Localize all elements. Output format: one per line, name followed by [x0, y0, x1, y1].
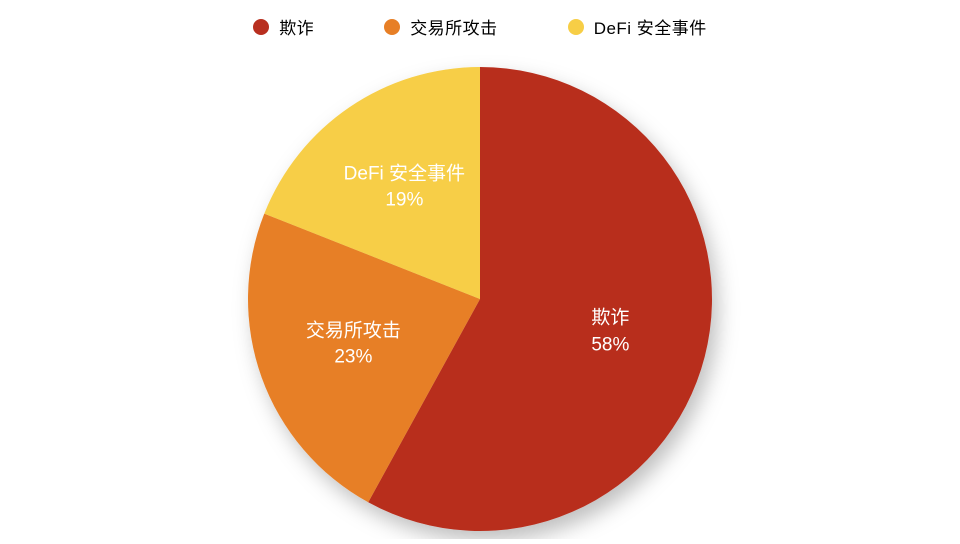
slice-label-1: 交易所攻击 23% — [306, 318, 401, 371]
legend-swatch-1 — [384, 19, 400, 35]
legend-item-2: DeFi 安全事件 — [568, 14, 707, 39]
legend-label-2: DeFi 安全事件 — [594, 14, 707, 39]
slice-pct-2: 19% — [344, 188, 465, 215]
slice-name-1: 交易所攻击 — [306, 320, 401, 341]
legend-label-1: 交易所攻击 — [410, 14, 498, 39]
legend-item-0: 欺诈 — [253, 14, 314, 39]
pie-svg — [0, 39, 960, 539]
slice-label-0: 欺诈 58% — [591, 306, 629, 359]
legend-label-0: 欺诈 — [279, 14, 314, 39]
slice-pct-0: 58% — [591, 332, 629, 359]
slice-pct-1: 23% — [306, 345, 401, 372]
legend: 欺诈 交易所攻击 DeFi 安全事件 — [0, 0, 960, 39]
slice-label-2: DeFi 安全事件 19% — [344, 161, 465, 214]
legend-swatch-0 — [253, 19, 269, 35]
slice-name-0: 欺诈 — [591, 308, 629, 329]
legend-item-1: 交易所攻击 — [384, 14, 498, 39]
legend-swatch-2 — [568, 19, 584, 35]
slice-name-2: DeFi 安全事件 — [344, 163, 465, 184]
pie-chart: 欺诈 58% 交易所攻击 23% DeFi 安全事件 19% — [0, 39, 960, 539]
